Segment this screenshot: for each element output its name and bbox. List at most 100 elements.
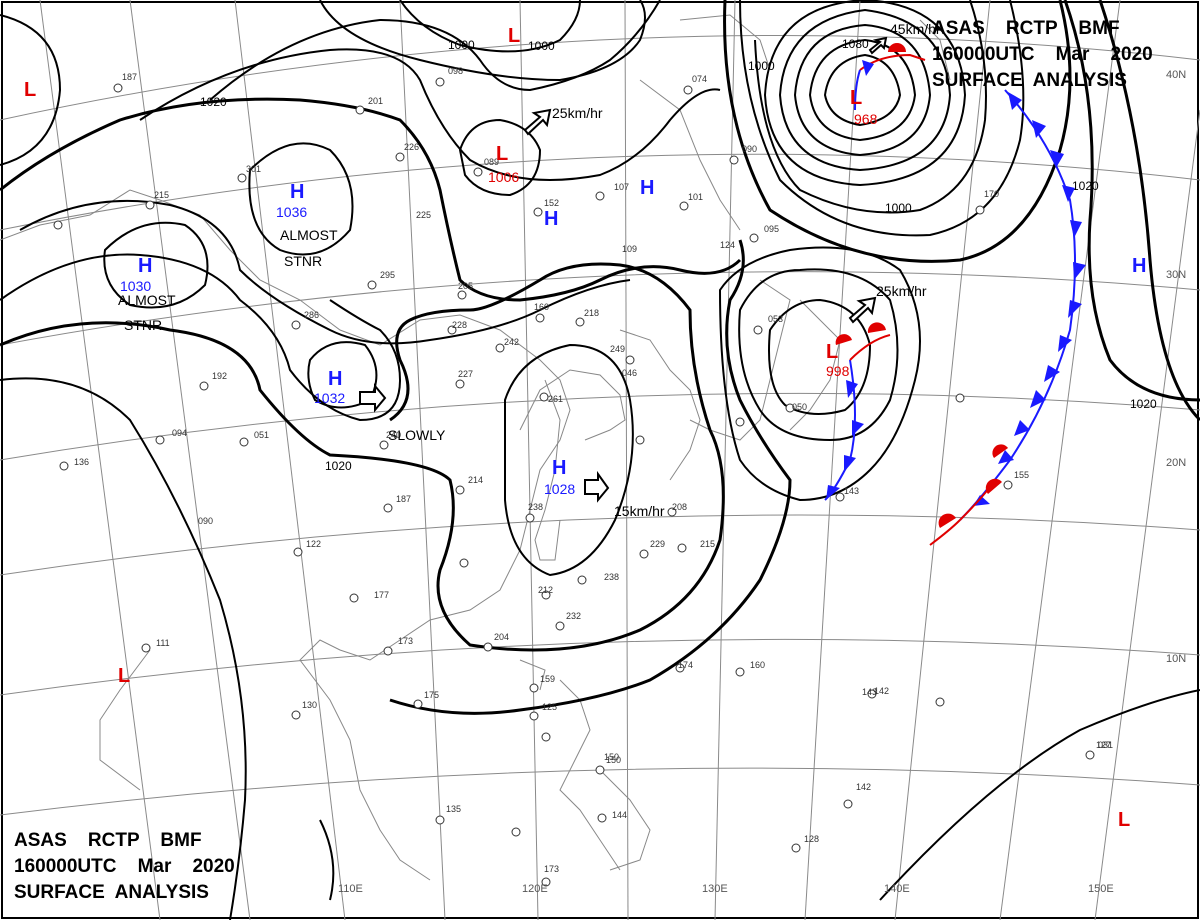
center-letter: L bbox=[496, 143, 508, 165]
center-pressure: 1036 bbox=[276, 204, 307, 220]
station-obs: 031 bbox=[1098, 740, 1113, 750]
header-line: SURFACE ANALYSIS bbox=[14, 882, 209, 903]
station-obs: 155 bbox=[1014, 470, 1029, 480]
station-obs: 109 bbox=[622, 244, 637, 254]
station-obs: 152 bbox=[544, 198, 559, 208]
high-center-1030: H 1030 bbox=[120, 255, 152, 294]
station-obs: 160 bbox=[750, 660, 765, 670]
coastlines bbox=[0, 14, 951, 881]
annotations: ALMOST STNR ALMOST STNR SLOWLY 15km/hr 2… bbox=[118, 21, 941, 519]
note-stnr: STNR bbox=[284, 253, 322, 269]
low-center-marker: L bbox=[118, 665, 130, 687]
station-obs: 122 bbox=[306, 539, 321, 549]
station-obs: 295 bbox=[380, 270, 395, 280]
center-letter: L bbox=[850, 87, 862, 109]
station-obs: 150 bbox=[604, 752, 619, 762]
high-center-1032: H 1032 bbox=[314, 368, 345, 406]
center-pressure: 1006 bbox=[488, 169, 519, 185]
lon-label: 130E bbox=[702, 883, 728, 895]
station-obs: 225 bbox=[416, 210, 431, 220]
warm-front-east bbox=[929, 444, 1008, 546]
center-pressure: 1028 bbox=[544, 481, 575, 497]
station-circles bbox=[53, 77, 1095, 887]
station-obs: 170 bbox=[984, 189, 999, 199]
station-obs: 261 bbox=[548, 394, 563, 404]
isobar-label: 1000 bbox=[448, 38, 475, 52]
station-obs: 192 bbox=[212, 371, 227, 381]
longitude-labels: 110E 120E 130E 140E 150E bbox=[338, 883, 1114, 895]
station-obs: 135 bbox=[446, 804, 461, 814]
station-obs: 301 bbox=[246, 164, 261, 174]
station-obs: 142 bbox=[874, 686, 889, 696]
note-stnr: STNR bbox=[124, 317, 162, 333]
station-obs: 240 bbox=[386, 430, 401, 440]
lon-label: 120E bbox=[522, 883, 548, 895]
station-obs: 249 bbox=[610, 344, 625, 354]
lat-label: 20N bbox=[1166, 457, 1186, 469]
lon-label: 150E bbox=[1088, 883, 1114, 895]
center-letter: H bbox=[552, 457, 566, 479]
latitude-grid bbox=[0, 35, 1200, 816]
header-line: SURFACE ANALYSIS bbox=[932, 70, 1127, 91]
station-obs: 204 bbox=[494, 632, 509, 642]
low-center-998: L 998 bbox=[826, 341, 850, 379]
station-obs: 177 bbox=[374, 590, 389, 600]
lat-label: 30N bbox=[1166, 269, 1186, 281]
station-obs: 201 bbox=[368, 96, 383, 106]
station-obs: 226 bbox=[404, 142, 419, 152]
station-obs: 238 bbox=[604, 572, 619, 582]
station-obs: 227 bbox=[458, 369, 473, 379]
station-obs: 090 bbox=[198, 516, 213, 526]
station-obs: 238 bbox=[528, 502, 543, 512]
station-obs: 127 bbox=[1096, 740, 1111, 750]
lon-label: 140E bbox=[884, 883, 910, 895]
isobar-label: 1000 bbox=[528, 39, 555, 53]
center-pressure: 1032 bbox=[314, 390, 345, 406]
lat-label: 10N bbox=[1166, 653, 1186, 665]
station-obs: 101 bbox=[688, 192, 703, 202]
station-obs: 175 bbox=[424, 690, 439, 700]
station-obs: 074 bbox=[692, 74, 707, 84]
station-observations: 098 201 089 152 107 101 226 301 215 225 … bbox=[74, 66, 1113, 874]
station-obs: 095 bbox=[764, 224, 779, 234]
header-bottom: ASAS RCTP BMF 160000UTC Mar 2020 SURFACE… bbox=[14, 830, 235, 903]
station-obs: 187 bbox=[396, 494, 411, 504]
station-obs: 232 bbox=[566, 611, 581, 621]
cold-front-998 bbox=[824, 359, 864, 501]
low-center-marker: L bbox=[1118, 809, 1130, 831]
isobar-labels: 1000 1000 1020 1000 1020 1020 1020 1000 … bbox=[200, 37, 1157, 473]
pressure-centers: H 1036 H 1030 H 1032 H 1028 L 1006 L 968… bbox=[24, 25, 1146, 831]
station-obs: 143 bbox=[862, 687, 877, 697]
note-speed: 15km/hr bbox=[614, 503, 665, 519]
station-obs: 089 bbox=[484, 157, 499, 167]
station-obs: 212 bbox=[538, 585, 553, 595]
isobar-label: 1020 bbox=[200, 95, 227, 109]
station-obs: 150 bbox=[606, 755, 621, 765]
high-center-marker: H bbox=[1132, 255, 1146, 277]
high-center-marker: H bbox=[544, 208, 558, 230]
station-obs: 094 bbox=[172, 428, 187, 438]
center-letter: H bbox=[138, 255, 152, 277]
center-letter: H bbox=[328, 368, 342, 390]
station-obs: 208 bbox=[672, 502, 687, 512]
latitude-labels: 40N 30N 20N 10N bbox=[1166, 69, 1186, 665]
isobar-label: 1080 bbox=[842, 37, 869, 51]
station-obs: 053 bbox=[768, 314, 783, 324]
note-speed: 25km/hr bbox=[876, 283, 927, 299]
station-obs: 187 bbox=[122, 72, 137, 82]
station-obs: 159 bbox=[540, 674, 555, 684]
high-center-1036: H 1036 bbox=[276, 181, 307, 220]
note-almost: ALMOST bbox=[280, 227, 338, 243]
station-obs: 142 bbox=[856, 782, 871, 792]
header-line: ASAS RCTP BMF bbox=[932, 18, 1120, 39]
station-obs: 174 bbox=[678, 660, 693, 670]
station-obs: 124 bbox=[720, 240, 735, 250]
station-obs: 205 bbox=[458, 281, 473, 291]
center-pressure: 968 bbox=[854, 111, 878, 127]
station-obs: 173 bbox=[398, 636, 413, 646]
station-obs: 125 bbox=[542, 702, 557, 712]
isobar-label: 1020 bbox=[325, 459, 352, 473]
station-obs: 050 bbox=[792, 402, 807, 412]
